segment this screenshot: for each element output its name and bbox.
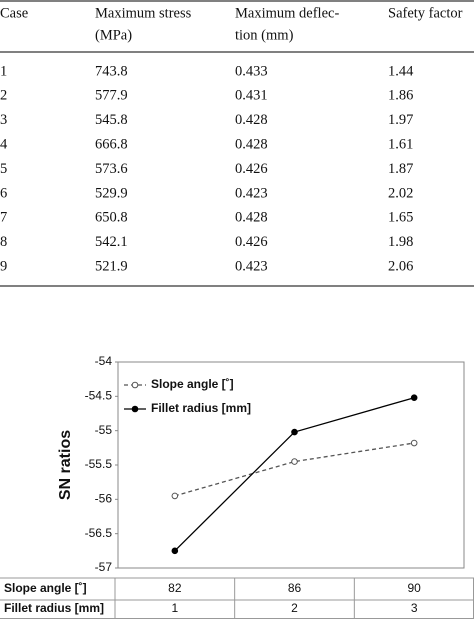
data-point: [410, 394, 418, 402]
table-cell: 0.423: [235, 259, 268, 275]
table-cell: 1.44: [388, 63, 414, 79]
table-header-cell: Case: [0, 5, 28, 21]
table-header-cell: Maximum stress: [95, 5, 192, 21]
x-tick-label: 1: [171, 601, 178, 615]
x-tick-label: 82: [168, 581, 182, 595]
legend-label: Fillet radius [mm]: [151, 401, 251, 415]
data-point: [291, 428, 298, 436]
table-cell: 573.6: [95, 161, 128, 177]
plot-frame: [117, 361, 465, 569]
table-cell: 6: [0, 185, 7, 201]
table-cell: 542.1: [95, 234, 128, 250]
y-axis-label: SN ratios: [57, 430, 74, 500]
legend-label: Slope angle [˚]: [151, 377, 234, 391]
table-cell: 9: [0, 259, 7, 275]
table-cell: 1.87: [388, 161, 413, 177]
table-cell: 1.65: [388, 210, 413, 226]
table-cell: 0.426: [235, 161, 268, 177]
table-cell: 666.8: [95, 137, 128, 153]
table-cell: 1: [0, 63, 7, 79]
table-cell: 3: [0, 112, 7, 128]
table-cell: 1.97: [388, 112, 413, 128]
x-tick-label: 86: [288, 581, 302, 595]
table-cell: 0.426: [235, 234, 268, 250]
y-tick-label: -56.5: [85, 526, 113, 540]
data-point: [291, 458, 298, 465]
table-cell: 545.8: [95, 112, 128, 128]
table-cell: 577.9: [95, 88, 128, 104]
legend-marker: [131, 405, 139, 413]
series-line: [174, 442, 415, 497]
table-header-cell: (MPa): [95, 27, 132, 43]
table-cell: 0.423: [235, 185, 268, 201]
table-cell: 650.8: [95, 210, 128, 226]
category-row-label: Fillet radius [mm]: [4, 601, 104, 615]
table-cell: 1.86: [388, 88, 413, 104]
table-cell: 529.9: [95, 185, 128, 201]
table-cell: 1.61: [388, 137, 413, 153]
table-cell: 2.02: [388, 185, 413, 201]
table-cell: 521.9: [95, 259, 128, 275]
y-tick-label: -55: [95, 423, 113, 437]
x-tick-label: 2: [291, 601, 298, 615]
table-cell: 2.06: [388, 259, 413, 275]
table-cell: 4: [0, 137, 8, 153]
table-header-cell: Safety factor: [388, 5, 463, 21]
y-tick-label: -54.5: [85, 389, 113, 403]
x-tick-label: 3: [411, 601, 418, 615]
table-cell: 0.428: [235, 210, 268, 226]
x-tick-label: 90: [407, 581, 421, 595]
table-cell: 743.8: [95, 63, 128, 79]
table-cell: 0.428: [235, 112, 268, 128]
table-header-cell: tion (mm): [235, 27, 294, 43]
table-cell: 0.431: [235, 88, 268, 104]
legend-marker: [131, 381, 139, 389]
series-line: [174, 397, 415, 552]
table-cell: 5: [0, 161, 7, 177]
category-row-label: Slope angle [˚]: [4, 581, 87, 595]
y-tick-label: -55.5: [85, 457, 113, 471]
y-tick-label: -54: [95, 354, 113, 368]
y-tick-label: -56: [95, 492, 113, 506]
data-point: [410, 439, 418, 447]
y-tick-label: -57: [95, 560, 113, 574]
table-cell: 8: [0, 234, 7, 250]
table-cell: 7: [0, 210, 7, 226]
table-cell: 1.98: [388, 234, 413, 250]
data-point: [171, 547, 179, 555]
table-cell: 0.428: [235, 137, 268, 153]
table-header-cell: Maximum deflec-: [235, 5, 339, 21]
table-cell: 0.433: [235, 63, 268, 79]
data-point: [171, 492, 179, 500]
table-cell: 2: [0, 88, 7, 104]
